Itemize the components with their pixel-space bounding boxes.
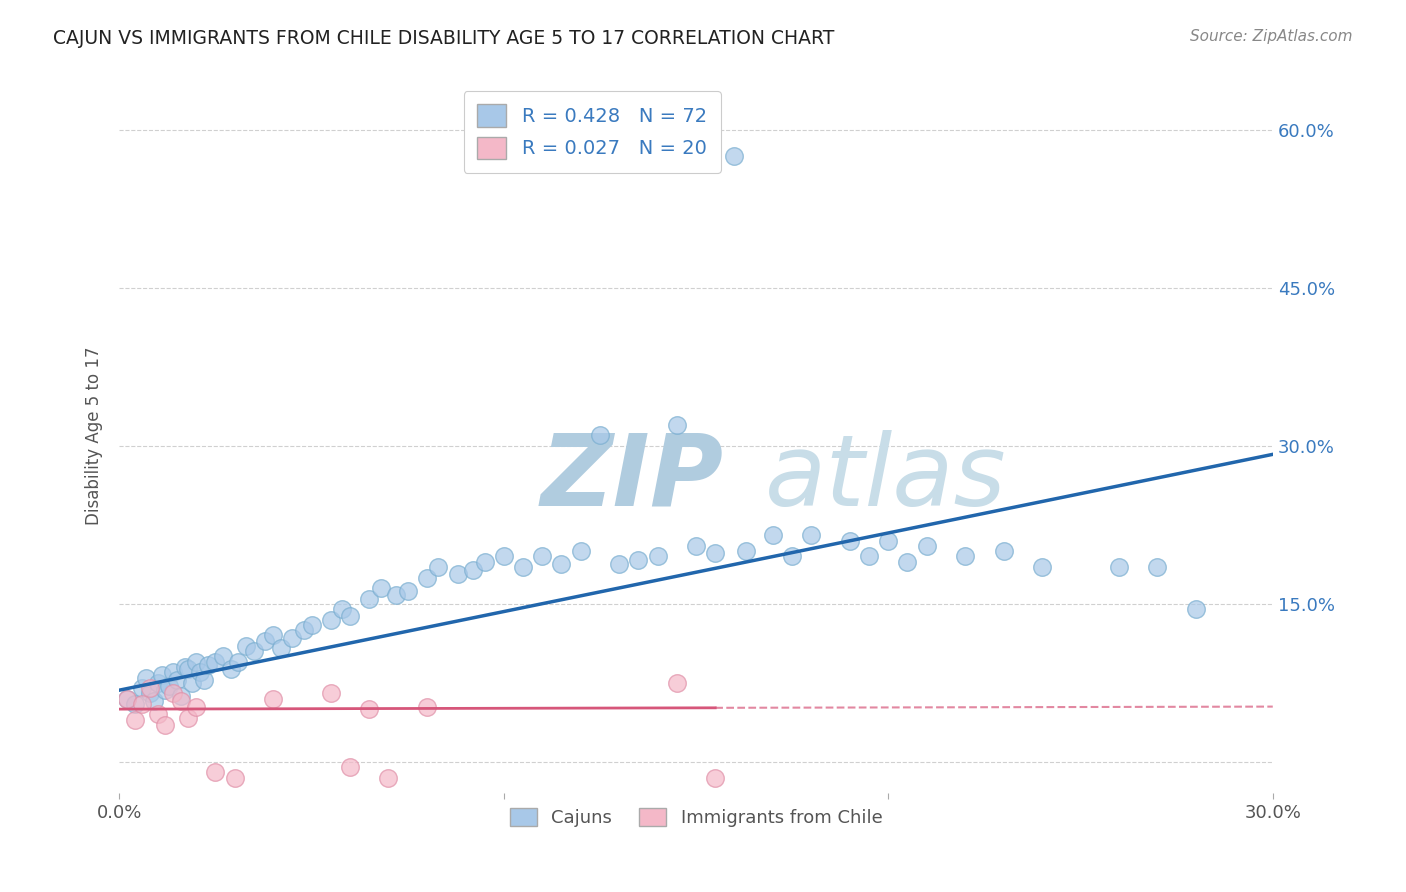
Point <box>292 623 315 637</box>
Point <box>607 557 630 571</box>
Point <box>186 700 208 714</box>
Point <box>416 700 439 714</box>
Point <box>115 691 138 706</box>
Point <box>550 557 572 571</box>
Point <box>146 707 169 722</box>
Point <box>858 549 880 564</box>
Point <box>224 771 246 785</box>
Point <box>512 560 534 574</box>
Point <box>188 665 211 680</box>
Point <box>193 673 215 687</box>
Point <box>665 675 688 690</box>
Point <box>704 546 727 560</box>
Point <box>235 639 257 653</box>
Point <box>647 549 669 564</box>
Point <box>170 690 193 704</box>
Point <box>330 602 353 616</box>
Text: CAJUN VS IMMIGRANTS FROM CHILE DISABILITY AGE 5 TO 17 CORRELATION CHART: CAJUN VS IMMIGRANTS FROM CHILE DISABILIT… <box>53 29 835 47</box>
Point <box>627 552 650 566</box>
Point <box>446 567 468 582</box>
Point <box>339 609 361 624</box>
Point <box>780 549 803 564</box>
Point <box>1031 560 1053 574</box>
Point <box>155 718 177 732</box>
Point <box>281 631 304 645</box>
Point <box>197 657 219 672</box>
Point <box>416 570 439 584</box>
Point <box>177 710 200 724</box>
Point <box>262 628 284 642</box>
Point <box>173 660 195 674</box>
Text: atlas: atlas <box>765 430 1007 527</box>
Point <box>124 713 146 727</box>
Point <box>762 528 785 542</box>
Point <box>735 544 758 558</box>
Point <box>370 581 392 595</box>
Point <box>427 560 450 574</box>
Point <box>115 691 138 706</box>
Point <box>157 679 180 693</box>
Point <box>589 428 612 442</box>
Point <box>212 649 235 664</box>
Point <box>204 765 226 780</box>
Point <box>953 549 976 564</box>
Point <box>131 681 153 695</box>
Point <box>150 668 173 682</box>
Point <box>339 760 361 774</box>
Point <box>359 702 381 716</box>
Point <box>219 662 242 676</box>
Point <box>531 549 554 564</box>
Point <box>838 533 860 548</box>
Point <box>243 644 266 658</box>
Y-axis label: Disability Age 5 to 17: Disability Age 5 to 17 <box>86 346 103 524</box>
Point <box>270 641 292 656</box>
Point <box>228 655 250 669</box>
Point <box>474 555 496 569</box>
Point <box>142 694 165 708</box>
Point <box>385 589 408 603</box>
Point <box>665 417 688 432</box>
Point <box>146 675 169 690</box>
Point <box>139 681 162 695</box>
Point <box>170 694 193 708</box>
Point <box>377 771 399 785</box>
Point <box>723 149 745 163</box>
Point <box>461 563 484 577</box>
Text: Source: ZipAtlas.com: Source: ZipAtlas.com <box>1189 29 1353 44</box>
Point <box>177 662 200 676</box>
Point <box>359 591 381 606</box>
Point <box>301 618 323 632</box>
Point <box>704 771 727 785</box>
Point <box>1108 560 1130 574</box>
Point <box>131 697 153 711</box>
Point <box>254 633 277 648</box>
Point <box>124 697 146 711</box>
Point <box>569 544 592 558</box>
Text: ZIP: ZIP <box>540 430 723 527</box>
Legend: Cajuns, Immigrants from Chile: Cajuns, Immigrants from Chile <box>502 801 890 834</box>
Point <box>186 655 208 669</box>
Point <box>139 686 162 700</box>
Point <box>877 533 900 548</box>
Point <box>319 686 342 700</box>
Point <box>896 555 918 569</box>
Point <box>262 691 284 706</box>
Point <box>181 675 204 690</box>
Point <box>155 683 177 698</box>
Point <box>492 549 515 564</box>
Point <box>1146 560 1168 574</box>
Point <box>319 613 342 627</box>
Point <box>166 673 188 687</box>
Point <box>993 544 1015 558</box>
Point <box>800 528 823 542</box>
Point <box>1185 602 1208 616</box>
Point <box>204 655 226 669</box>
Point <box>162 686 184 700</box>
Point <box>915 539 938 553</box>
Point <box>396 584 419 599</box>
Point <box>685 539 707 553</box>
Point <box>162 665 184 680</box>
Point <box>135 671 157 685</box>
